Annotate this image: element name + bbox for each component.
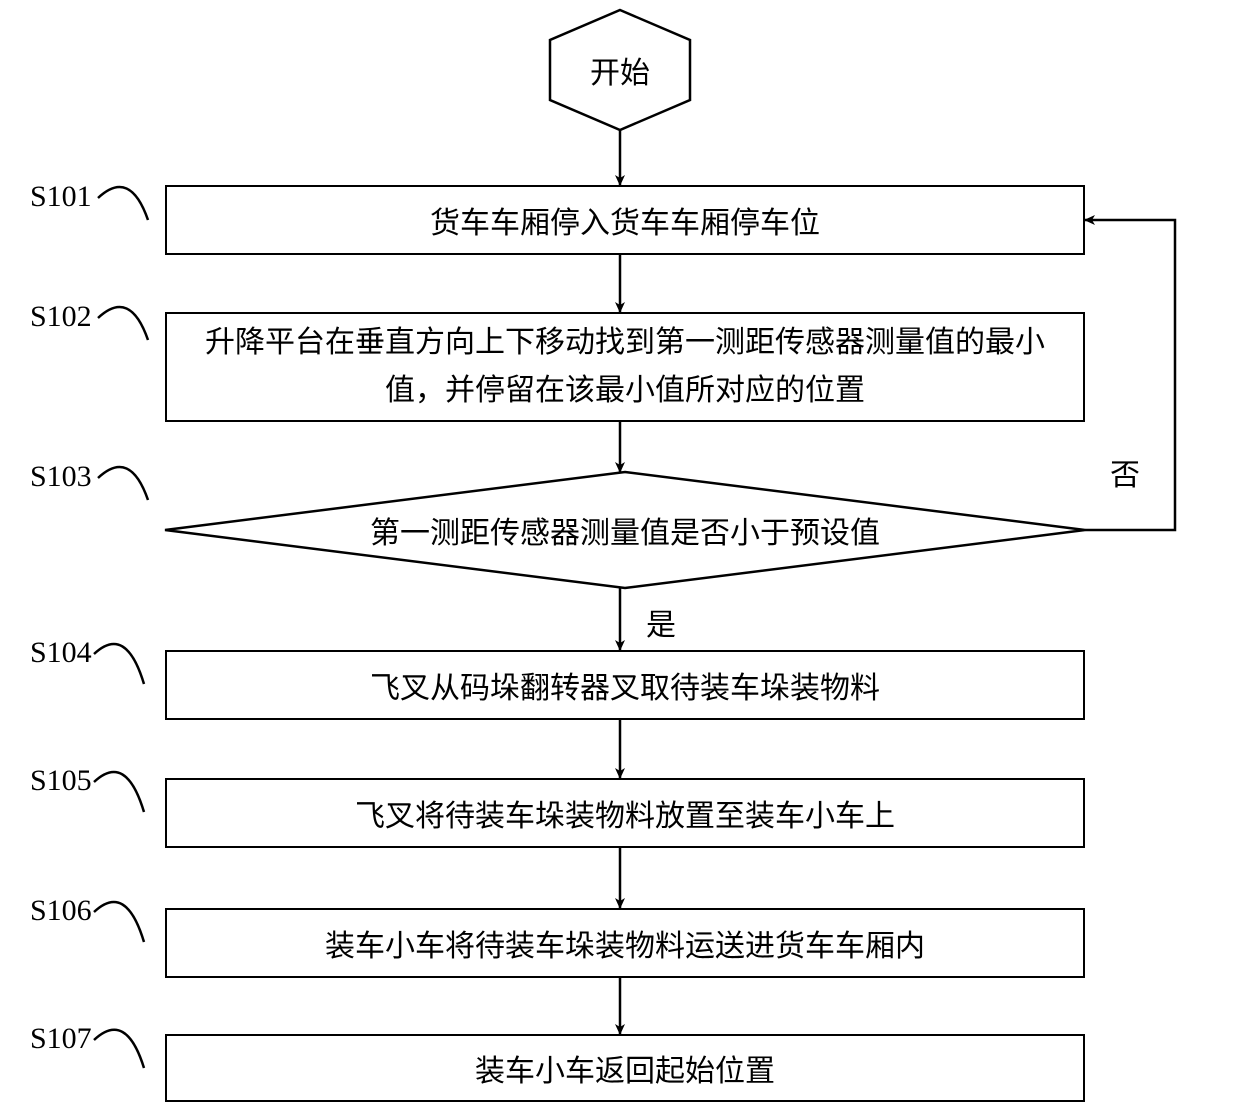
step-id-S106: S106 <box>30 894 92 928</box>
flowchart-canvas: 开始 货车车厢停入货车车厢停车位 升降平台在垂直方向上下移动找到第一测距传感器测… <box>0 0 1240 1104</box>
step-S102-text: 升降平台在垂直方向上下移动找到第一测距传感器测量值的最小值，并停留在该最小值所对… <box>167 319 1083 415</box>
step-id-S103: S103 <box>30 460 92 494</box>
start-label: 开始 <box>590 48 650 92</box>
step-S101-box: 货车车厢停入货车车厢停车位 <box>165 185 1085 255</box>
step-id-S102: S102 <box>30 300 92 334</box>
step-id-S104: S104 <box>30 636 92 670</box>
step-S106-box: 装车小车将待装车垛装物料运送进货车车厢内 <box>165 908 1085 978</box>
decision-no-label: 否 <box>1110 450 1140 494</box>
step-S107-box: 装车小车返回起始位置 <box>165 1034 1085 1102</box>
step-S105-text: 飞叉将待装车垛装物料放置至装车小车上 <box>355 791 895 835</box>
step-S104-text: 飞叉从码垛翻转器叉取待装车垛装物料 <box>370 663 880 707</box>
decision-yes-label: 是 <box>646 600 676 644</box>
step-S102-box: 升降平台在垂直方向上下移动找到第一测距传感器测量值的最小值，并停留在该最小值所对… <box>165 312 1085 422</box>
step-id-S101: S101 <box>30 180 92 214</box>
step-id-S105: S105 <box>30 764 92 798</box>
step-S103-text: 第一测距传感器测量值是否小于预设值 <box>370 508 880 552</box>
start-node: 开始 <box>550 10 690 130</box>
step-S106-text: 装车小车将待装车垛装物料运送进货车车厢内 <box>325 921 925 965</box>
step-S107-text: 装车小车返回起始位置 <box>475 1046 775 1090</box>
step-S104-box: 飞叉从码垛翻转器叉取待装车垛装物料 <box>165 650 1085 720</box>
step-S103-box: 第一测距传感器测量值是否小于预设值 <box>165 472 1085 588</box>
step-S105-box: 飞叉将待装车垛装物料放置至装车小车上 <box>165 778 1085 848</box>
step-S101-text: 货车车厢停入货车车厢停车位 <box>430 198 820 242</box>
step-id-S107: S107 <box>30 1022 92 1056</box>
